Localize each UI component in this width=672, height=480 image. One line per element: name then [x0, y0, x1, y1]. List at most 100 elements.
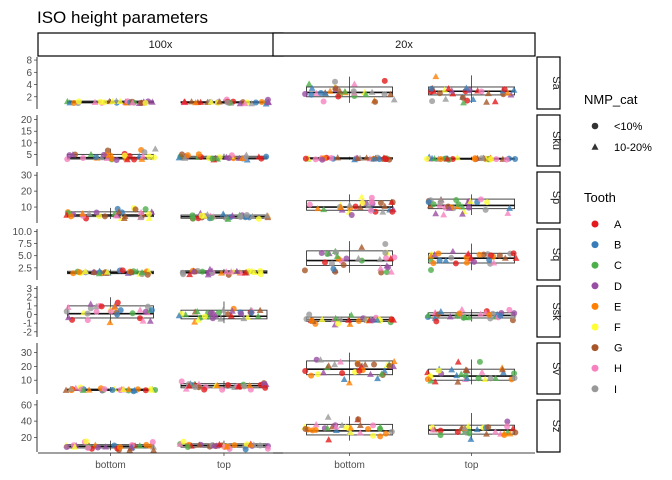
data-point — [459, 210, 466, 217]
data-point — [363, 154, 370, 161]
y-tick-label: 7.5 — [18, 239, 32, 250]
data-point — [216, 440, 223, 448]
y-tick-label: 10 — [21, 376, 33, 387]
data-point — [185, 382, 193, 389]
data-point — [475, 375, 482, 382]
data-point — [332, 426, 340, 434]
data-point — [87, 305, 94, 312]
data-point — [180, 271, 187, 278]
data-point — [145, 214, 153, 221]
data-point — [430, 260, 437, 267]
data-point — [381, 91, 388, 98]
data-point — [223, 443, 231, 450]
data-point — [146, 211, 153, 218]
data-point — [367, 370, 374, 377]
legend-color-key — [591, 323, 599, 331]
data-point — [322, 89, 329, 97]
data-point — [318, 249, 325, 256]
data-point — [454, 358, 462, 365]
data-point — [238, 154, 246, 162]
data-point — [374, 316, 381, 323]
data-point — [437, 308, 445, 315]
data-point — [228, 307, 236, 314]
data-point — [188, 98, 195, 105]
data-point — [335, 93, 342, 100]
data-point — [376, 425, 383, 432]
data-point — [368, 88, 376, 95]
data-point — [121, 152, 128, 159]
data-point — [387, 268, 395, 275]
data-point — [263, 212, 271, 219]
data-point — [101, 99, 108, 106]
data-point — [224, 381, 231, 388]
data-point — [144, 271, 151, 278]
data-point — [334, 154, 342, 161]
data-point — [424, 368, 431, 376]
data-point — [445, 85, 452, 92]
x-tick-label: bottom — [334, 460, 365, 471]
legend-color-title: Tooth — [584, 190, 616, 205]
x-tick-label: top — [465, 460, 479, 471]
data-point — [317, 356, 324, 363]
data-point — [233, 267, 241, 274]
data-point — [129, 99, 137, 106]
data-point — [448, 87, 456, 94]
facet-strip-label: Ssk — [550, 302, 562, 321]
data-point — [150, 446, 157, 453]
data-point — [436, 90, 443, 97]
data-point — [381, 77, 388, 84]
data-point — [302, 91, 309, 98]
data-point — [129, 310, 136, 317]
data-point — [358, 193, 366, 200]
data-point — [98, 303, 105, 310]
data-point — [149, 438, 156, 445]
data-point — [119, 267, 126, 274]
data-point — [98, 154, 105, 161]
data-point — [348, 211, 355, 218]
data-point — [437, 199, 444, 206]
data-point — [123, 156, 131, 163]
data-point — [390, 357, 398, 365]
data-point — [246, 381, 254, 389]
y-tick-label: 20 — [21, 433, 33, 444]
data-point — [130, 388, 137, 395]
data-point — [342, 423, 350, 430]
data-point — [71, 443, 79, 450]
data-point — [312, 421, 320, 428]
data-point — [193, 307, 201, 315]
data-point — [354, 154, 362, 161]
panel-100x-Sku — [64, 145, 270, 163]
data-point — [433, 318, 440, 325]
panel-20x-Ssk — [303, 305, 518, 328]
y-tick-label: 30 — [21, 348, 33, 359]
data-point — [332, 423, 340, 430]
data-point — [328, 155, 335, 162]
data-point — [506, 430, 514, 437]
data-point — [75, 98, 82, 105]
data-point — [103, 268, 111, 275]
data-point — [382, 430, 389, 437]
data-point — [427, 267, 434, 274]
data-point — [368, 194, 375, 201]
data-point — [117, 444, 124, 451]
data-point — [325, 436, 333, 443]
panel-100x-Sp — [63, 205, 272, 222]
data-point — [487, 252, 494, 259]
data-point — [463, 374, 471, 382]
data-point — [175, 154, 183, 161]
data-point — [65, 313, 72, 321]
data-point — [109, 387, 116, 394]
data-point — [257, 442, 264, 449]
data-point — [374, 374, 381, 382]
chart-title: ISO height parameters — [37, 8, 208, 27]
data-point — [473, 425, 481, 433]
panel-100x-Sq — [67, 265, 268, 278]
data-point — [209, 315, 216, 322]
data-point — [252, 99, 259, 106]
data-point — [191, 318, 199, 325]
data-point — [328, 260, 335, 267]
data-point — [497, 312, 504, 319]
legend-color-key — [591, 282, 599, 290]
data-point — [180, 98, 188, 105]
data-point — [317, 89, 324, 96]
